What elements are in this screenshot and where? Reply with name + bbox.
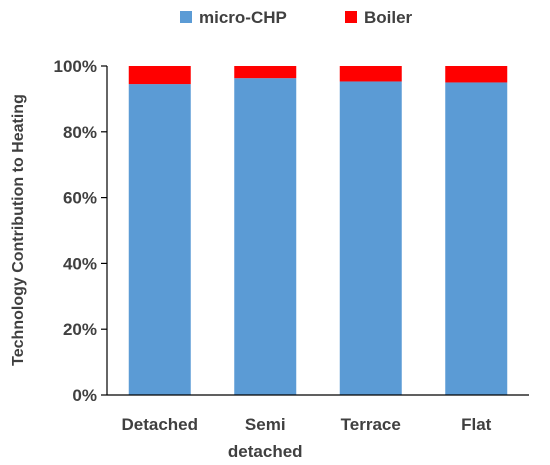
bar-boiler-1 [234,66,297,79]
x-tick-label: Terrace [341,415,401,434]
bar-boiler-3 [445,66,508,83]
bars-group [128,66,508,395]
legend: micro-CHP Boiler [180,8,413,27]
x-ticks-group: Detached Semi detached Terrace Flat [121,415,491,461]
y-axis-title: Technology Contribution to Heating [10,94,27,366]
legend-swatch [345,11,357,23]
y-tick-label: 80% [63,123,97,142]
x-tick-label: Detached [121,415,198,434]
bar-micro-chp-2 [339,81,402,395]
y-tick-label: 20% [63,320,97,339]
bar-boiler-2 [339,66,402,82]
x-tick-label: Semi detached [228,415,303,461]
bar-micro-chp-3 [445,82,508,395]
y-ticks-group: 0% 20% 40% 60% 80% 100% [54,57,107,405]
y-axis-title-group: Technology Contribution to Heating [10,94,27,366]
y-tick-label: 40% [63,254,97,273]
x-tick-label: Flat [461,415,492,434]
axes-group [106,66,529,396]
bar-micro-chp-0 [128,84,191,395]
legend-label: Boiler [364,8,413,27]
y-tick-label: 0% [72,386,97,405]
bar-micro-chp-1 [234,78,297,395]
bar-boiler-0 [128,66,191,85]
legend-swatch [180,11,192,23]
legend-label: micro-CHP [199,8,287,27]
y-tick-label: 60% [63,189,97,208]
y-tick-label: 100% [54,57,97,76]
